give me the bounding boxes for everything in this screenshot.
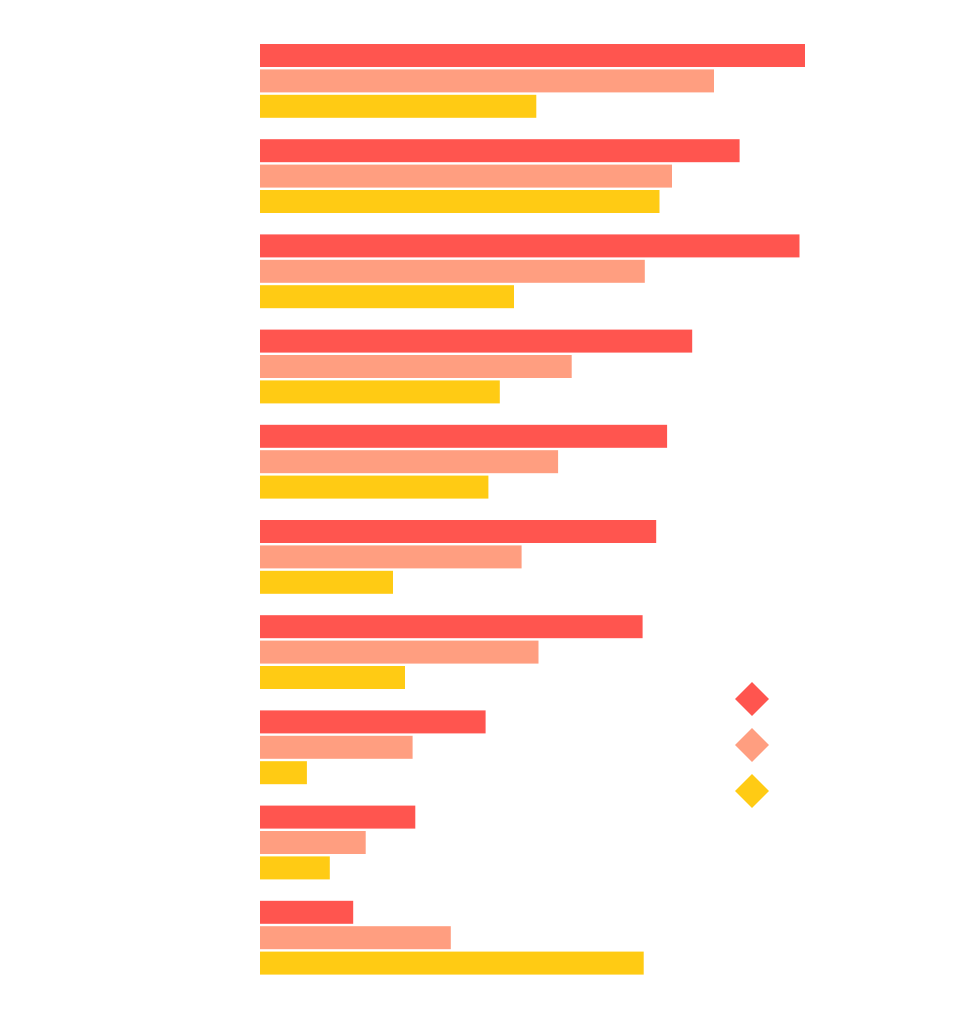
bar-group-10-series-2 [260, 926, 451, 950]
bar-group-4-series-3 [260, 380, 500, 404]
bars-group [260, 44, 805, 975]
bar-group-1-series-1 [260, 44, 805, 67]
bar-group-9-series-1 [260, 805, 416, 829]
bar-group-7-series-2 [260, 640, 539, 664]
legend-marker-series-2 [735, 728, 769, 762]
bar-group-8-series-2 [260, 735, 413, 759]
bar-group-3-series-2 [260, 259, 645, 283]
bar-group-4-series-2 [260, 355, 572, 378]
bar-group-10-series-1 [260, 900, 354, 924]
bar-group-8-series-3 [260, 761, 307, 785]
bar-group-7-series-3 [260, 666, 405, 689]
bar-group-4-series-1 [260, 329, 693, 353]
bar-group-1-series-3 [260, 94, 537, 118]
bar-group-5-series-2 [260, 450, 559, 474]
bar-group-7-series-1 [260, 615, 643, 639]
bar-group-2-series-3 [260, 190, 660, 213]
bar-group-6-series-2 [260, 545, 522, 569]
bar-group-8-series-1 [260, 710, 486, 734]
bar-group-5-series-3 [260, 475, 489, 499]
bar-group-1-series-2 [260, 69, 714, 93]
bar-group-6-series-1 [260, 520, 657, 543]
bar-group-2-series-1 [260, 139, 740, 163]
bar-group-9-series-2 [260, 831, 366, 854]
bar-group-5-series-1 [260, 424, 668, 448]
bar-group-3-series-1 [260, 234, 800, 258]
bar-group-10-series-3 [260, 951, 644, 975]
bar-group-6-series-3 [260, 570, 393, 594]
legend [735, 682, 769, 808]
bar-group-9-series-3 [260, 856, 330, 880]
legend-marker-series-3 [735, 774, 769, 808]
bar-group-3-series-3 [260, 285, 514, 309]
legend-marker-series-1 [735, 682, 769, 716]
bar-group-2-series-2 [260, 164, 672, 188]
